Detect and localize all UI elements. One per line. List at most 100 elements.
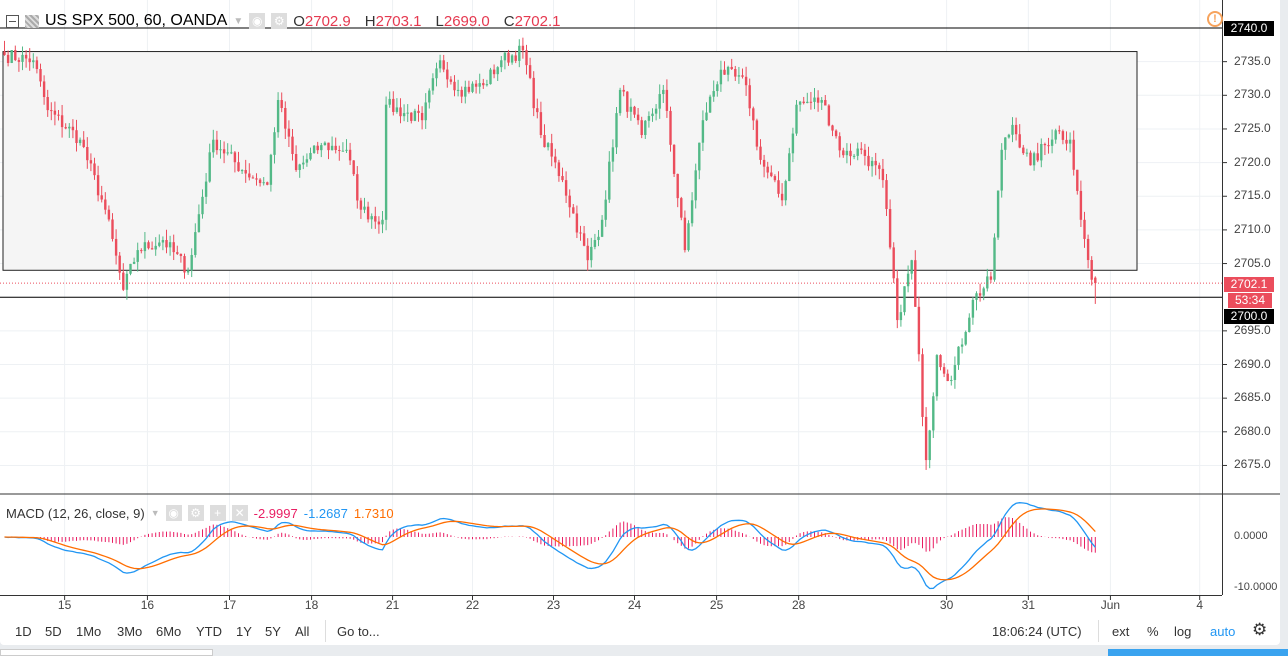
gear-icon[interactable]: ⚙ bbox=[187, 505, 204, 521]
range-6mo[interactable]: 6Mo bbox=[156, 624, 182, 639]
chevron-down-icon[interactable]: ▼ bbox=[233, 15, 244, 27]
close-icon[interactable]: ✕ bbox=[231, 505, 248, 521]
candle-down bbox=[244, 170, 247, 174]
chevron-down-icon[interactable]: ▼ bbox=[150, 508, 160, 518]
bottom-tabs[interactable] bbox=[0, 649, 213, 656]
candle-down bbox=[474, 83, 478, 87]
candle-down bbox=[946, 373, 949, 382]
candle-down bbox=[557, 162, 561, 177]
candle-down bbox=[492, 69, 496, 75]
candle-up bbox=[996, 190, 1000, 238]
candle-up bbox=[593, 240, 597, 247]
candle-down bbox=[1090, 260, 1093, 280]
candle-up bbox=[197, 214, 201, 233]
candle-up bbox=[719, 69, 723, 85]
candle-down bbox=[1029, 152, 1032, 166]
candle-up bbox=[478, 83, 481, 87]
candle-down bbox=[82, 139, 85, 147]
time-tick-label: 30 bbox=[939, 598, 954, 612]
auto-toggle[interactable]: auto bbox=[1210, 624, 1236, 639]
candle-up bbox=[10, 50, 13, 63]
candle-down bbox=[482, 83, 485, 86]
range-1mo[interactable]: 1Mo bbox=[76, 624, 102, 639]
candle-down bbox=[1072, 139, 1075, 170]
candle-up bbox=[597, 236, 600, 241]
candle-down bbox=[536, 108, 539, 113]
candle-down bbox=[568, 195, 571, 208]
chart-container[interactable]: US SPX 500, 60, OANDA ▼ ◉ ⚙ O 2702.9 H 270… bbox=[0, 0, 1280, 645]
candle-down bbox=[100, 195, 103, 200]
range-1d[interactable]: 1D bbox=[15, 624, 32, 639]
candle-up bbox=[856, 148, 859, 156]
gear-icon[interactable]: ⚙ bbox=[271, 13, 288, 29]
candle-down bbox=[896, 278, 899, 321]
candle-down bbox=[420, 112, 424, 121]
symbol-title[interactable]: US SPX 500, 60, OANDA bbox=[45, 12, 228, 29]
candle-down bbox=[744, 76, 748, 86]
ext-toggle[interactable]: ext bbox=[1112, 624, 1130, 639]
settings-gear-icon[interactable]: ⚙ bbox=[1252, 620, 1268, 639]
collapse-icon[interactable] bbox=[6, 14, 19, 28]
candle-up bbox=[161, 239, 165, 243]
candle-down bbox=[104, 199, 107, 210]
range-ytd[interactable]: YTD bbox=[196, 624, 222, 639]
goto-button[interactable]: Go to... bbox=[337, 624, 380, 639]
candle-down bbox=[352, 160, 355, 175]
close-value: 2702.1 bbox=[514, 12, 561, 30]
candle-up bbox=[1007, 134, 1011, 138]
candle-down bbox=[1079, 190, 1083, 220]
candle-down bbox=[449, 79, 453, 82]
candle-down bbox=[327, 142, 330, 151]
candle-down bbox=[377, 221, 381, 225]
candle-up bbox=[143, 242, 147, 252]
candle-up bbox=[737, 75, 741, 77]
candle-up bbox=[395, 107, 399, 112]
candle-down bbox=[860, 148, 863, 150]
candle-down bbox=[543, 135, 546, 148]
candle-up bbox=[690, 200, 694, 224]
range-5d[interactable]: 5D bbox=[45, 624, 62, 639]
candle-up bbox=[363, 206, 366, 210]
candle-down bbox=[96, 175, 100, 196]
plus-icon[interactable]: + bbox=[209, 505, 226, 521]
range-1y[interactable]: 1Y bbox=[236, 624, 252, 639]
price-tick-label: 2720.0 bbox=[1234, 154, 1271, 169]
candle-up bbox=[791, 133, 795, 154]
chart-canvas[interactable] bbox=[0, 0, 1280, 617]
candle-down bbox=[176, 252, 179, 254]
candle-up bbox=[212, 139, 215, 153]
range-5y[interactable]: 5Y bbox=[265, 624, 281, 639]
candle-down bbox=[878, 165, 881, 169]
candle-down bbox=[755, 120, 759, 147]
blue-action-button[interactable] bbox=[1108, 649, 1288, 656]
candle-up bbox=[600, 219, 604, 237]
range-all[interactable]: All bbox=[295, 624, 310, 639]
candle-up bbox=[546, 143, 550, 148]
candle-down bbox=[60, 115, 64, 128]
time-tick-label: 17 bbox=[222, 598, 237, 612]
macd-title[interactable]: MACD (12, 26, close, 9) bbox=[6, 505, 145, 521]
candle-down bbox=[1022, 147, 1025, 154]
candle-down bbox=[1061, 131, 1065, 140]
candle-up bbox=[957, 346, 960, 366]
candle-down bbox=[410, 112, 413, 121]
candle-up bbox=[906, 273, 910, 287]
candle-down bbox=[759, 146, 762, 160]
log-toggle[interactable]: log bbox=[1174, 624, 1192, 639]
price-tick-label: 2735.0 bbox=[1234, 53, 1271, 68]
candle-up bbox=[503, 52, 507, 61]
alert-icon[interactable]: ! bbox=[1207, 11, 1223, 27]
time-tick-label: 4 bbox=[1196, 598, 1204, 612]
candle-up bbox=[698, 142, 701, 171]
candle-up bbox=[708, 96, 712, 113]
eye-icon[interactable]: ◉ bbox=[249, 13, 266, 29]
candle-down bbox=[1047, 145, 1050, 147]
candle-down bbox=[39, 69, 42, 82]
percent-toggle[interactable]: % bbox=[1147, 624, 1159, 639]
eye-icon[interactable]: ◉ bbox=[165, 505, 182, 521]
candle-up bbox=[701, 120, 705, 143]
candle-up bbox=[68, 126, 71, 129]
candle-up bbox=[1040, 143, 1043, 161]
range-3mo[interactable]: 3Mo bbox=[117, 624, 143, 639]
candle-down bbox=[374, 216, 377, 222]
